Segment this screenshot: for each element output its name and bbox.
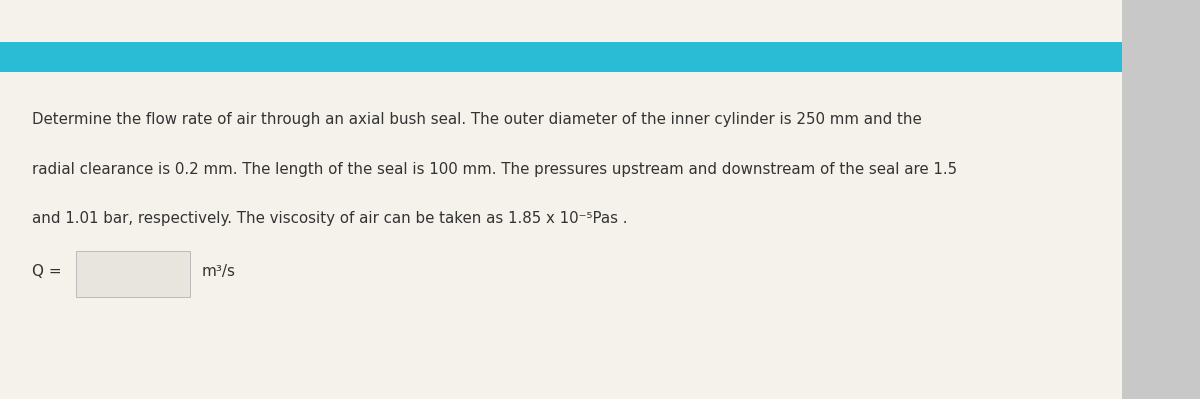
Text: Q =: Q = <box>32 264 62 279</box>
Text: Determine the flow rate of air through an axial bush seal. The outer diameter of: Determine the flow rate of air through a… <box>32 112 922 127</box>
FancyBboxPatch shape <box>76 251 190 297</box>
FancyBboxPatch shape <box>0 0 1122 399</box>
Text: radial clearance is 0.2 mm. The length of the seal is 100 mm. The pressures upst: radial clearance is 0.2 mm. The length o… <box>32 162 958 177</box>
Text: m³/s: m³/s <box>202 264 235 279</box>
Text: and 1.01 bar, respectively. The viscosity of air can be taken as 1.85 x 10⁻⁵Pas : and 1.01 bar, respectively. The viscosit… <box>32 211 628 227</box>
FancyBboxPatch shape <box>0 42 1122 72</box>
FancyBboxPatch shape <box>1122 0 1200 399</box>
